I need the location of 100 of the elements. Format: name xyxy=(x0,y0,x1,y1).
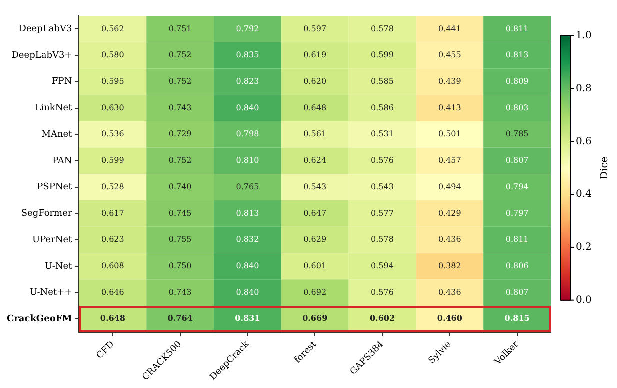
data-label: 0.646 xyxy=(101,288,124,297)
data-label: 0.441 xyxy=(438,24,462,34)
y-tick-label: DeepLabV3 xyxy=(19,24,72,35)
data-label: 0.794 xyxy=(506,182,529,192)
y-tick-label: CrackGeoFM xyxy=(6,314,72,324)
data-label: 0.580 xyxy=(101,50,124,60)
data-label: 0.601 xyxy=(304,262,327,271)
data-label: 0.576 xyxy=(371,156,394,166)
y-tick-label: DeepLabV3+ xyxy=(12,50,72,61)
data-label: 0.617 xyxy=(101,208,124,218)
data-label: 0.765 xyxy=(236,182,260,192)
data-label: 0.576 xyxy=(371,288,394,297)
data-label: 0.740 xyxy=(168,182,192,192)
data-label: 0.586 xyxy=(371,103,394,112)
data-label: 0.815 xyxy=(504,313,530,324)
y-tick-label: U-Net xyxy=(44,262,73,272)
data-label: 0.439 xyxy=(438,76,462,86)
data-label: 0.755 xyxy=(168,235,192,244)
data-label: 0.840 xyxy=(236,262,260,271)
data-label: 0.832 xyxy=(236,235,260,244)
data-label: 0.528 xyxy=(101,182,124,192)
data-label: 0.501 xyxy=(438,130,462,139)
data-label: 0.494 xyxy=(438,182,462,192)
y-tick-label: PAN xyxy=(52,156,72,166)
data-label: 0.806 xyxy=(506,262,529,271)
data-label: 0.595 xyxy=(101,76,124,86)
y-tick-label: LinkNet xyxy=(35,104,73,114)
data-label: 0.436 xyxy=(438,235,462,244)
data-label: 0.599 xyxy=(101,156,124,166)
color-bar-label: 0.6 xyxy=(576,136,592,148)
data-label: 0.743 xyxy=(168,103,192,112)
y-tick-label: SegFormer xyxy=(21,209,73,220)
data-label: 0.831 xyxy=(235,313,260,324)
data-label: 0.811 xyxy=(506,24,529,34)
data-label: 0.840 xyxy=(236,288,260,297)
data-label: 0.608 xyxy=(101,262,124,271)
data-label: 0.531 xyxy=(371,130,394,139)
data-label: 0.457 xyxy=(438,156,462,166)
data-label: 0.460 xyxy=(437,313,463,324)
data-label: 0.840 xyxy=(236,103,260,112)
data-label: 0.813 xyxy=(236,208,260,218)
data-label: 0.785 xyxy=(506,130,529,139)
data-label: 0.647 xyxy=(304,208,327,218)
data-label: 0.578 xyxy=(371,235,394,244)
data-label: 0.599 xyxy=(371,50,394,60)
data-label: 0.382 xyxy=(438,262,462,271)
data-label: 0.594 xyxy=(371,262,394,271)
data-label: 0.455 xyxy=(438,50,462,60)
data-label: 0.752 xyxy=(168,50,192,60)
data-label: 0.729 xyxy=(168,130,192,139)
data-label: 0.630 xyxy=(101,103,124,112)
data-label: 0.561 xyxy=(304,130,327,139)
data-label: 0.413 xyxy=(438,103,462,112)
data-label: 0.629 xyxy=(304,235,327,244)
data-label: 0.835 xyxy=(236,50,260,60)
data-label: 0.577 xyxy=(371,208,394,218)
y-tick-label: MAnet xyxy=(42,130,73,140)
data-label: 0.807 xyxy=(506,156,529,166)
data-label: 0.543 xyxy=(371,182,394,192)
data-label: 0.743 xyxy=(168,288,192,297)
data-label: 0.803 xyxy=(506,103,529,112)
data-label: 0.752 xyxy=(168,156,192,166)
y-tick-label: FPN xyxy=(52,77,72,88)
data-label: 0.619 xyxy=(304,50,327,60)
data-label: 0.429 xyxy=(438,208,462,218)
data-label: 0.811 xyxy=(506,235,529,244)
data-label: 0.562 xyxy=(101,24,124,34)
data-label: 0.764 xyxy=(168,313,194,324)
data-label: 0.752 xyxy=(168,76,192,86)
data-label: 0.623 xyxy=(101,235,124,244)
data-label: 0.751 xyxy=(168,24,192,34)
data-label: 0.436 xyxy=(438,288,462,297)
data-label: 0.602 xyxy=(370,313,396,324)
color-bar-label: 0.8 xyxy=(576,83,592,94)
data-label: 0.807 xyxy=(506,288,529,297)
data-label: 0.669 xyxy=(302,313,328,324)
color-bar-label: 0.2 xyxy=(576,242,592,254)
y-tick-label: UPerNet xyxy=(32,235,73,246)
data-label: 0.585 xyxy=(371,76,394,86)
y-tick-label: U-Net++ xyxy=(30,288,72,298)
data-label: 0.792 xyxy=(236,24,260,34)
data-label: 0.809 xyxy=(506,76,529,86)
data-label: 0.543 xyxy=(304,182,327,192)
data-label: 0.620 xyxy=(304,76,327,86)
data-label: 0.648 xyxy=(100,313,126,324)
y-tick-label: PSPNet xyxy=(37,182,73,193)
color-bar-label: 1.0 xyxy=(576,30,592,42)
data-label: 0.798 xyxy=(236,130,260,139)
data-label: 0.810 xyxy=(236,156,260,166)
color-bar-label: 0.4 xyxy=(576,189,592,200)
color-bar-title: Dice xyxy=(600,156,611,180)
data-label: 0.692 xyxy=(304,288,327,297)
data-label: 0.823 xyxy=(236,76,260,86)
data-label: 0.648 xyxy=(304,103,327,112)
data-label: 0.750 xyxy=(168,262,192,271)
data-label: 0.578 xyxy=(371,24,394,34)
data-label: 0.745 xyxy=(168,208,192,218)
color-bar-label: 0.0 xyxy=(576,294,592,306)
data-label: 0.536 xyxy=(101,130,124,139)
data-label: 0.797 xyxy=(506,208,529,218)
